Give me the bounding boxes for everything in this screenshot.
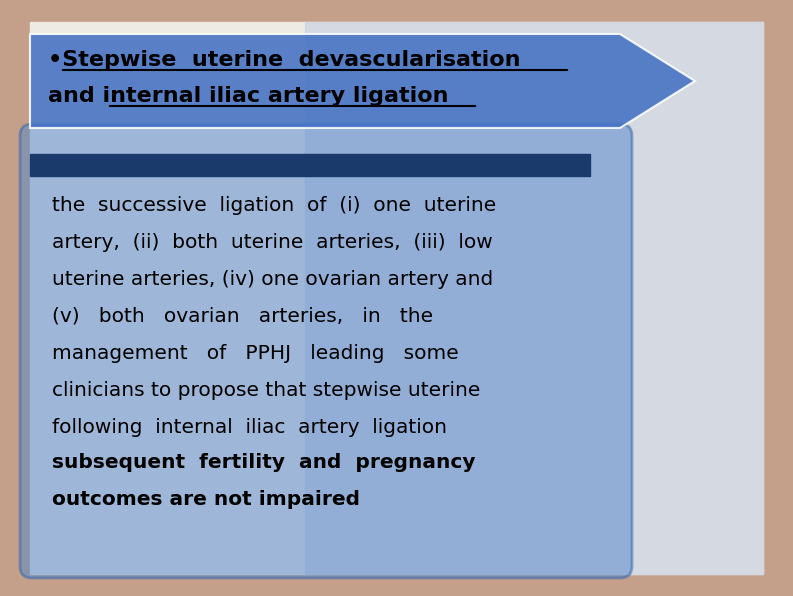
Text: following  internal  iliac  artery  ligation: following internal iliac artery ligation: [52, 418, 447, 437]
Bar: [30, 154, 590, 176]
Text: outcomes are not impaired: outcomes are not impaired: [52, 490, 360, 509]
FancyBboxPatch shape: [20, 124, 632, 578]
Text: •Stepwise  uterine  devascularisation: •Stepwise uterine devascularisation: [48, 50, 520, 70]
Text: clinicians to propose that stepwise uterine: clinicians to propose that stepwise uter…: [52, 381, 481, 400]
Text: management   of   PPHJ   leading   some: management of PPHJ leading some: [52, 344, 458, 363]
Polygon shape: [30, 34, 695, 128]
Text: the  successive  ligation  of  (i)  one  uterine: the successive ligation of (i) one uteri…: [52, 196, 496, 215]
Text: subsequent  fertility  and  pregnancy: subsequent fertility and pregnancy: [52, 453, 476, 472]
Text: artery,  (ii)  both  uterine  arteries,  (iii)  low: artery, (ii) both uterine arteries, (iii…: [52, 233, 492, 252]
Bar: [305, 22, 763, 574]
Text: (v)   both   ovarian   arteries,   in   the: (v) both ovarian arteries, in the: [52, 307, 433, 326]
Text: uterine arteries, (iv) one ovarian artery and: uterine arteries, (iv) one ovarian arter…: [52, 270, 493, 289]
Text: and internal iliac artery ligation: and internal iliac artery ligation: [48, 86, 449, 106]
